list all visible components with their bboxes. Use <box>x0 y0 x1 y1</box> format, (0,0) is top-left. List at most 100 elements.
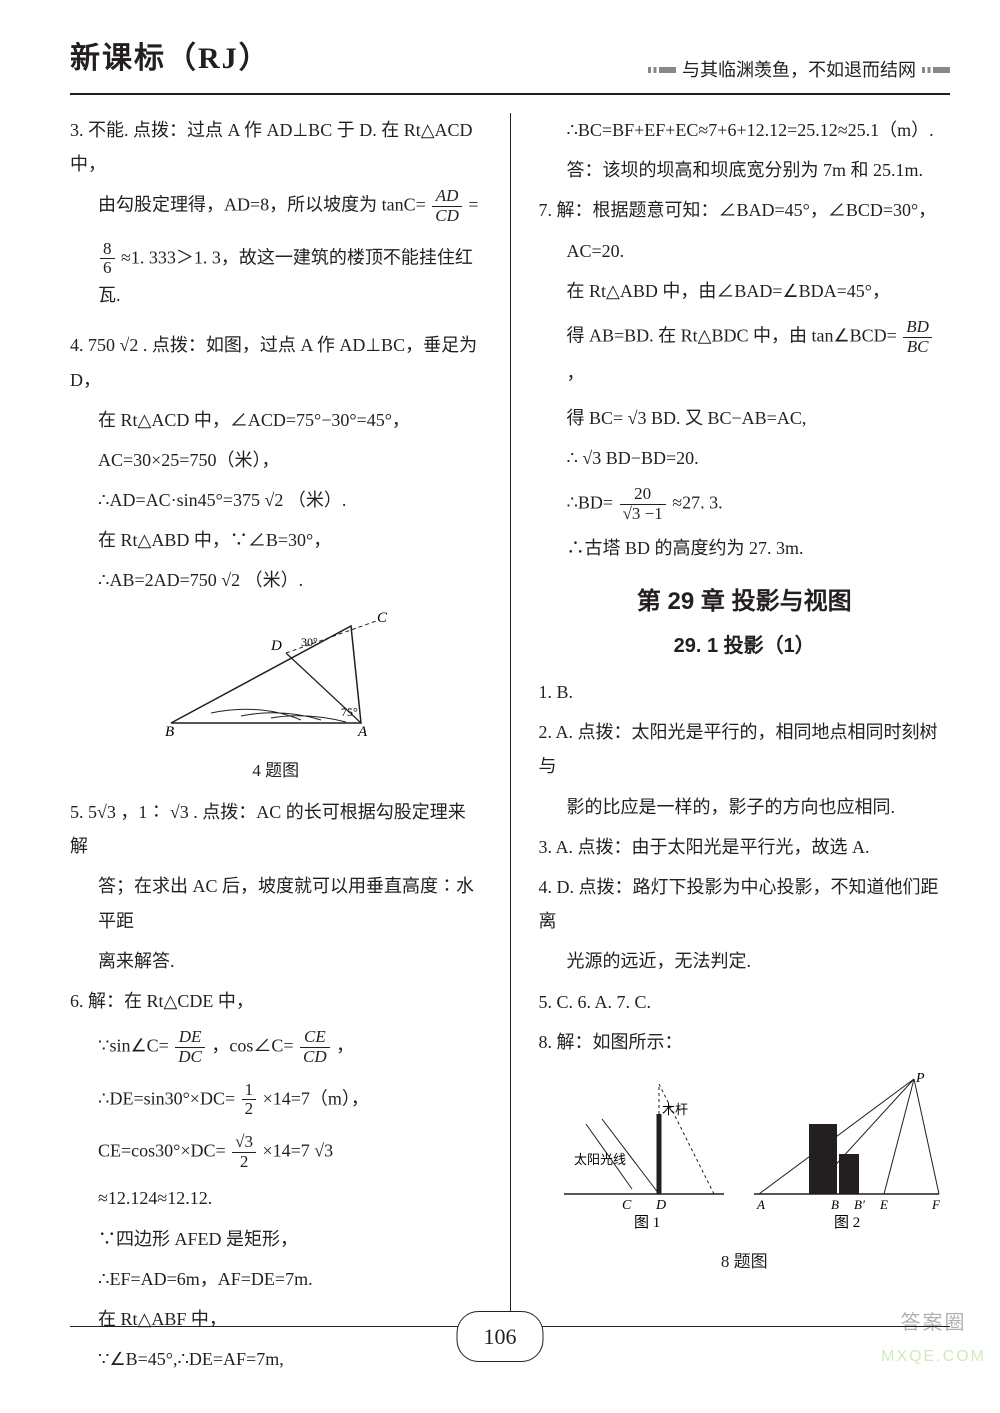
watermark-top: 答案圈 <box>881 1304 986 1342</box>
svg-text:太阳光线: 太阳光线 <box>574 1152 626 1167</box>
q6-dpost: ×14=7 √3 <box>263 1140 334 1160</box>
watermark-bottom: MXQE.COM <box>881 1342 986 1372</box>
q6-line1: 6. 解：在 Rt△CDE 中， <box>70 984 482 1018</box>
s2b: 影的比应是一样的，影子的方向也应相同. <box>538 790 950 824</box>
svg-text:A: A <box>756 1197 765 1212</box>
q6-line9: ∵∠B=45°,∴DE=AF=7m, <box>70 1342 482 1376</box>
header-bar: 新课标（RJ） 与其临渊羡鱼，不如退而结网 <box>70 30 950 95</box>
q7-line7: ∴BD= 20 √3 −1 ≈27. 3. <box>538 485 950 523</box>
page-number-value: 106 <box>457 1311 544 1363</box>
svg-text:C: C <box>622 1198 632 1213</box>
q8-figure: 太阳光线 木杆 C D 图 1 P A B B' <box>538 1069 950 1240</box>
frac-d: √3 −1 <box>620 505 666 524</box>
q4-line5: 在 Rt△ABD 中，∵∠B=30°， <box>70 523 482 557</box>
q6-line7: ∴EF=AD=6m，AF=DE=7m. <box>70 1262 482 1296</box>
s4a: 4. D. 点拨：路灯下投影为中心投影，不知道他们距离 <box>538 870 950 938</box>
body-columns: 3. 不能. 点拨：过点 A 作 AD⊥BC 于 D. 在 Rt△ACD 中， … <box>70 113 950 1382</box>
frac-n: 8 <box>100 240 115 260</box>
header-left: 新课标（RJ） <box>70 30 271 87</box>
q4-line1: 4. 750 √2 . 点拨：如图，过点 A 作 AD⊥BC，垂足为 D， <box>70 328 482 396</box>
q3-text-c: ≈1. 333＞1. 3，故这一建筑的楼顶不能挂住红瓦. <box>98 247 473 305</box>
frac-ce-cd: CE CD <box>298 1028 332 1066</box>
q6-line5: ≈12.124≈12.12. <box>70 1181 482 1215</box>
q3-text-b: 由勾股定理得，AD=8，所以坡度为 tanC= <box>98 195 426 215</box>
svg-text:图 1: 图 1 <box>634 1214 660 1229</box>
frac-d: BC <box>903 338 932 357</box>
frac-d: CD <box>432 207 462 226</box>
q7-dpre: 得 AB=BD. 在 Rt△BDC 中，由 tan∠BCD= <box>566 325 896 345</box>
q6-line2: ∵sin∠C= DE DC ，cos∠C= CE CD ， <box>70 1028 482 1066</box>
frac-bd-bc: BD BC <box>901 318 934 356</box>
deco-left <box>648 67 676 73</box>
frac-d: 2 <box>242 1100 257 1119</box>
r-line1: ∴BC=BF+EF+EC≈7+6+12.12=25.12≈25.1（m）. <box>538 113 950 147</box>
svg-text:B': B' <box>854 1197 865 1212</box>
q4-line4: ∴AD=AC·sin45°=375 √2 （米）. <box>70 483 482 517</box>
frac-d: DC <box>175 1048 205 1067</box>
q6-line4: CE=cos30°×DC= √3 2 ×14=7 √3 <box>70 1133 482 1171</box>
q8-svg: 太阳光线 木杆 C D 图 1 P A B B' <box>544 1069 944 1229</box>
q7-gpre: ∴BD= <box>566 492 613 512</box>
q6-dpre: CE=cos30°×DC= <box>98 1140 226 1160</box>
q4-line6: ∴AB=2AD=750 √2 （米）. <box>70 563 482 597</box>
q4-svg: B A D C 30° 75° <box>151 608 401 738</box>
q3-frac-adcd: AD CD <box>430 187 464 225</box>
watermark: 答案圈 MXQE.COM <box>881 1304 986 1372</box>
frac-d: 2 <box>232 1153 256 1172</box>
svg-text:30°: 30° <box>301 635 318 649</box>
left-column: 3. 不能. 点拨：过点 A 作 AD⊥BC 于 D. 在 Rt△ACD 中， … <box>70 113 482 1382</box>
q5-line1: 5. 5√3 ，1∶ √3 . 点拨：AC 的长可根据勾股定理来解 <box>70 795 482 863</box>
q7-line8: ∴古塔 BD 的高度约为 27. 3m. <box>538 531 950 565</box>
page-number: 106 <box>457 1311 544 1363</box>
svg-text:D: D <box>270 638 282 654</box>
frac-n: BD <box>903 318 932 338</box>
q7-dpost: ， <box>566 363 584 383</box>
q7-line3: 在 Rt△ABD 中，由∠BAD=∠BDA=45°， <box>538 274 950 308</box>
frac-d: 6 <box>100 259 115 278</box>
frac-n: 20 <box>620 485 666 505</box>
svg-text:B: B <box>165 724 174 738</box>
header-right: 与其临渊羡鱼，不如退而结网 <box>648 53 950 87</box>
q3-line1: 3. 不能. 点拨：过点 A 作 AD⊥BC 于 D. 在 Rt△ACD 中， <box>70 113 482 181</box>
q4-line3: AC=30×25=750（米）， <box>70 443 482 477</box>
s2a: 2. A. 点拨：太阳光是平行的，相同地点相同时刻树与 <box>538 715 950 783</box>
deco-right <box>922 67 950 73</box>
svg-text:D: D <box>655 1198 666 1213</box>
frac-n: DE <box>175 1028 205 1048</box>
q5-line2: 答；在求出 AC 后，坡度就可以用垂直高度∶水平距 <box>70 869 482 937</box>
header-motto: 与其临渊羡鱼，不如退而结网 <box>682 53 916 87</box>
frac-n: CE <box>300 1028 330 1048</box>
q7-line1: 7. 解：根据题意可知：∠BAD=45°，∠BCD=30°， <box>538 193 950 227</box>
frac-d: CD <box>300 1048 330 1067</box>
svg-text:图 2: 图 2 <box>834 1214 860 1229</box>
chapter-title: 第 29 章 投影与视图 <box>538 579 950 625</box>
frac-20-root: 20 √3 −1 <box>618 485 668 523</box>
q5-line3: 离来解答. <box>70 944 482 978</box>
q6-cpost: ×14=7（m）， <box>263 1088 369 1108</box>
q6-cpre: ∴DE=sin30°×DC= <box>98 1088 235 1108</box>
s5: 5. C. 6. A. 7. C. <box>538 985 950 1019</box>
svg-text:F: F <box>931 1197 941 1212</box>
q7-line6: ∴ √3 BD−BD=20. <box>538 441 950 475</box>
q4-caption: 4 题图 <box>70 755 482 787</box>
svg-text:C: C <box>377 610 388 626</box>
column-divider <box>510 113 511 1313</box>
svg-text:B: B <box>831 1197 839 1212</box>
s3: 3. A. 点拨：由于太阳光是平行光，故选 A. <box>538 830 950 864</box>
q7-line2: AC=20. <box>538 234 950 268</box>
q7-gpost: ≈27. 3. <box>672 492 722 512</box>
q3-frac-86: 8 6 <box>98 240 117 278</box>
q6-bmid: ，cos∠C= <box>211 1036 293 1056</box>
subchapter-title: 29. 1 投影（1） <box>538 627 950 665</box>
q6-line3: ∴DE=sin30°×DC= 1 2 ×14=7（m）， <box>70 1081 482 1119</box>
q6-line6: ∵四边形 AFED 是矩形， <box>70 1222 482 1256</box>
q6-line8: 在 Rt△ABF 中， <box>70 1302 482 1336</box>
q6-bend: ， <box>336 1036 354 1056</box>
frac-de-dc: DE DC <box>173 1028 207 1066</box>
q7-line5: 得 BC= √3 BD. 又 BC−AB=AC, <box>538 401 950 435</box>
r-line2: 答：该坝的坝高和坝底宽分别为 7m 和 25.1m. <box>538 153 950 187</box>
frac-half: 1 2 <box>240 1081 259 1119</box>
q4-line2: 在 Rt△ACD 中，∠ACD=75°−30°=45°， <box>70 403 482 437</box>
frac-n: AD <box>432 187 462 207</box>
right-column: ∴BC=BF+EF+EC≈7+6+12.12=25.12≈25.1（m）. 答：… <box>538 113 950 1382</box>
